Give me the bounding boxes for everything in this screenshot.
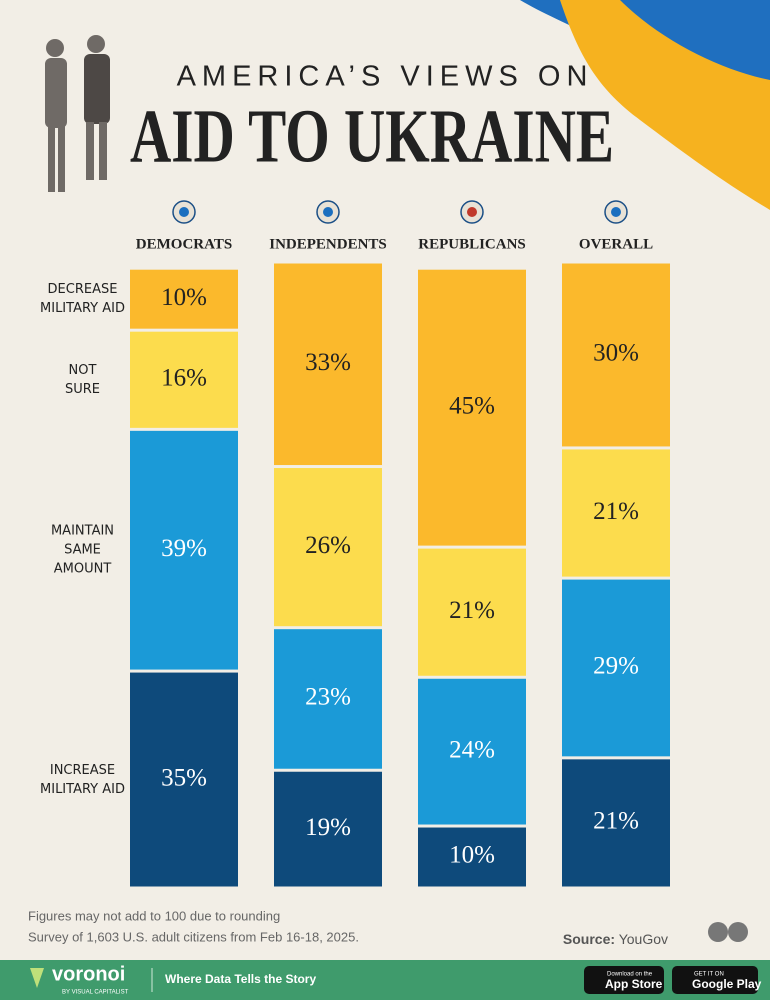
series-label: MAINTAIN SAME AMOUNT xyxy=(50,523,115,577)
brand-logo xyxy=(30,968,44,988)
value-label: 45% xyxy=(449,392,495,419)
flag-yellow xyxy=(560,0,770,210)
value-label: 10% xyxy=(161,284,207,311)
series-label: INCREASE MILITARY AID xyxy=(40,762,125,797)
value-label: 19% xyxy=(305,814,351,841)
bar-segment xyxy=(562,263,670,447)
bar-segment xyxy=(418,678,526,825)
tagline: Where Data Tells the Story xyxy=(165,972,316,986)
bar-segment xyxy=(274,263,382,466)
note: Survey of 1,603 U.S. adult citizens from… xyxy=(28,929,359,944)
value-label: 30% xyxy=(593,340,639,367)
bar-segment xyxy=(418,269,526,546)
chart-title: AID TO UKRAINE xyxy=(130,94,614,178)
app-store: App Store xyxy=(605,977,663,991)
value-label: 33% xyxy=(305,349,351,376)
value-label: 21% xyxy=(449,597,495,624)
category-icon-dot xyxy=(467,207,477,217)
bar-segment xyxy=(418,548,526,676)
category-icon-dot xyxy=(611,207,621,217)
value-label: 24% xyxy=(449,736,495,763)
category-icon-dot xyxy=(323,207,333,217)
source-label: Source: xyxy=(563,931,615,947)
bar-segment xyxy=(130,672,238,887)
people-photo xyxy=(45,35,110,192)
google: Google Play xyxy=(692,977,762,991)
category-label: REPUBLICANS xyxy=(418,236,526,252)
series-label: NOT SURE xyxy=(64,362,100,397)
note: Figures may not add to 100 due to roundi… xyxy=(28,908,280,923)
google-badge[interactable] xyxy=(672,966,758,994)
bar-segment xyxy=(418,827,526,887)
app-store-badge[interactable] xyxy=(584,966,664,994)
bar-segment xyxy=(562,449,670,577)
category-label: OVERALL xyxy=(579,236,653,252)
brand-sub: BY VISUAL CAPITALIST xyxy=(62,990,129,996)
value-label: 39% xyxy=(161,535,207,562)
google-top: GET IT ON xyxy=(694,972,724,978)
value-label: 26% xyxy=(305,532,351,559)
value-label: 29% xyxy=(593,653,639,680)
title-top: AMERICA’S VIEWS ON xyxy=(177,61,594,93)
category-label: INDEPENDENTS xyxy=(269,236,387,252)
category-icon-dot xyxy=(179,207,189,217)
value-label: 10% xyxy=(449,842,495,869)
bar-segment xyxy=(130,269,238,329)
value-label: 23% xyxy=(305,684,351,711)
bar-segment xyxy=(274,771,382,887)
value-label: 16% xyxy=(161,364,207,391)
bar-segment xyxy=(274,629,382,769)
source: Source: YouGov xyxy=(563,931,668,947)
bar-segment xyxy=(562,579,670,757)
bar-segment xyxy=(274,468,382,627)
value-label: 21% xyxy=(593,808,639,835)
bar-segment xyxy=(130,331,238,428)
bar-segment xyxy=(130,430,238,670)
category-label: DEMOCRATS xyxy=(136,236,232,252)
value-label: 35% xyxy=(161,764,207,791)
watermark xyxy=(708,922,748,942)
source-name: YouGov xyxy=(619,931,668,947)
app-store-top: Download on the xyxy=(607,972,653,978)
series-label: DECREASE MILITARY AID xyxy=(40,282,125,317)
value-label: 21% xyxy=(593,498,639,525)
brand: voronoi xyxy=(52,963,125,985)
bar-segment xyxy=(562,759,670,887)
